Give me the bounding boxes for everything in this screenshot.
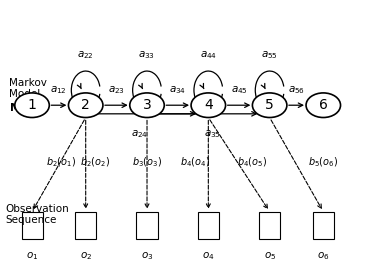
FancyBboxPatch shape	[198, 212, 219, 239]
Text: $a_{33}$: $a_{33}$	[139, 50, 156, 62]
Text: $o_5$: $o_5$	[264, 250, 276, 262]
Text: $b_2(o_1)$: $b_2(o_1)$	[46, 156, 76, 169]
Text: $a_{22}$: $a_{22}$	[77, 50, 94, 62]
Text: $a_{23}$: $a_{23}$	[108, 84, 125, 96]
Text: $o_3$: $o_3$	[141, 250, 153, 262]
Circle shape	[306, 93, 340, 118]
Text: 3: 3	[143, 98, 151, 112]
Text: $a_{55}$: $a_{55}$	[261, 50, 278, 62]
Text: $b_4(o_5)$: $b_4(o_5)$	[237, 156, 267, 169]
Text: $b_3(o_3)$: $b_3(o_3)$	[132, 156, 162, 169]
Text: $a_{56}$: $a_{56}$	[288, 84, 305, 96]
Text: $b_5(o_6)$: $b_5(o_6)$	[308, 156, 339, 169]
Text: $o_4$: $o_4$	[202, 250, 215, 262]
Circle shape	[191, 93, 225, 118]
Text: $a_{35}$: $a_{35}$	[204, 128, 221, 140]
Text: 2: 2	[81, 98, 90, 112]
FancyBboxPatch shape	[137, 212, 157, 239]
FancyBboxPatch shape	[259, 212, 280, 239]
Text: $a_{24}$: $a_{24}$	[131, 128, 148, 140]
Text: $o_6$: $o_6$	[317, 250, 330, 262]
Text: 1: 1	[28, 98, 37, 112]
Text: 6: 6	[319, 98, 328, 112]
Circle shape	[15, 93, 49, 118]
Text: $a_{45}$: $a_{45}$	[230, 84, 247, 96]
Circle shape	[252, 93, 287, 118]
Text: 4: 4	[204, 98, 213, 112]
Text: $b_2(o_2)$: $b_2(o_2)$	[80, 156, 110, 169]
Text: $o_1$: $o_1$	[26, 250, 38, 262]
Text: 5: 5	[265, 98, 274, 112]
FancyBboxPatch shape	[75, 212, 96, 239]
Text: $a_{44}$: $a_{44}$	[200, 50, 217, 62]
Text: $o_2$: $o_2$	[80, 250, 92, 262]
Text: $b_4(o_4)$: $b_4(o_4)$	[180, 156, 210, 169]
Text: $a_{34}$: $a_{34}$	[169, 84, 186, 96]
Text: $a_{12}$: $a_{12}$	[51, 84, 67, 96]
Circle shape	[130, 93, 164, 118]
FancyBboxPatch shape	[313, 212, 334, 239]
Text: Markov
Model
$\mathbf{M}$: Markov Model $\mathbf{M}$	[9, 78, 47, 113]
FancyBboxPatch shape	[22, 212, 42, 239]
Text: Observation
Sequence: Observation Sequence	[5, 204, 69, 225]
Circle shape	[68, 93, 103, 118]
